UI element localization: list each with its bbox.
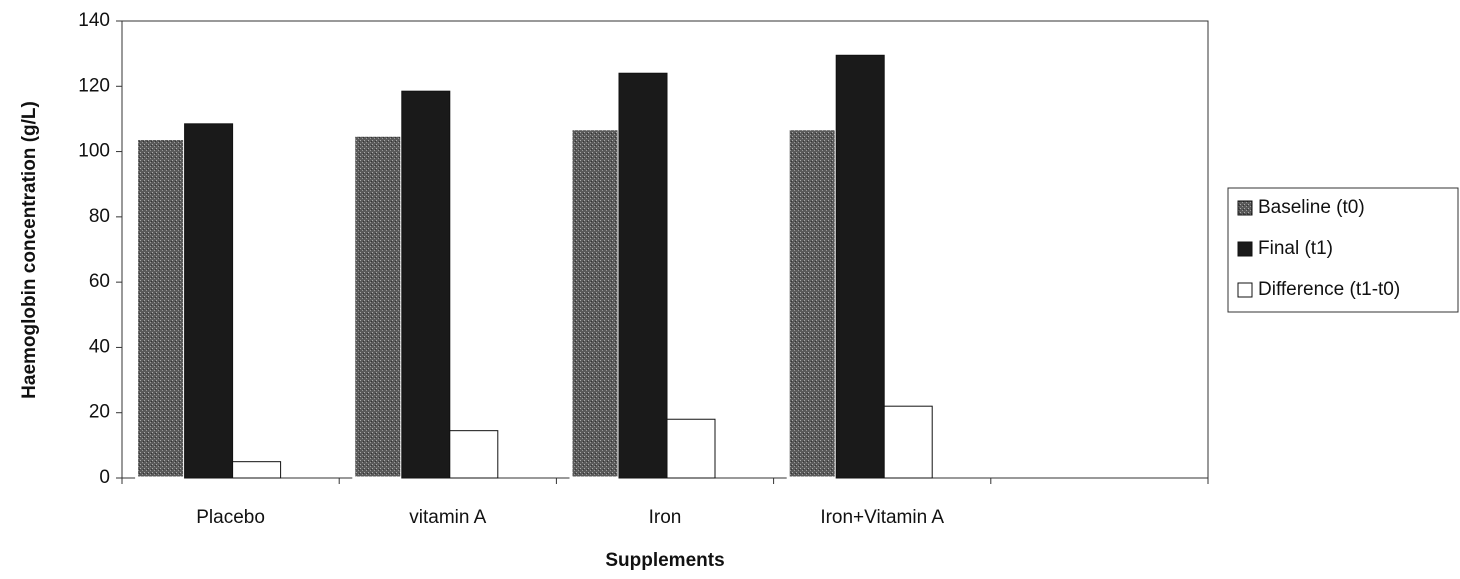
legend-swatch — [1237, 241, 1253, 257]
legend-label: Baseline (t0) — [1258, 197, 1365, 218]
bar — [883, 405, 933, 479]
y-axis-label: Haemoglobin concentration (g/L) — [19, 101, 40, 399]
x-tick-label: vitamin A — [409, 507, 486, 528]
bar — [786, 127, 838, 480]
legend-label: Final (t1) — [1258, 238, 1333, 259]
bar — [232, 461, 282, 479]
bar — [835, 54, 885, 479]
bar — [184, 123, 234, 479]
bar — [449, 430, 499, 479]
y-tick-label: 20 — [89, 402, 110, 423]
y-tick-label: 40 — [89, 336, 110, 357]
bar — [401, 90, 451, 479]
x-tick-label: Iron — [649, 507, 682, 528]
legend-box — [1227, 187, 1459, 313]
y-tick-label: 120 — [78, 75, 110, 96]
legend-swatch — [1237, 282, 1253, 298]
legend-label: Difference (t1-t0) — [1258, 279, 1400, 300]
legend-swatch — [1237, 200, 1253, 216]
bar — [352, 133, 404, 480]
y-tick-label: 140 — [78, 10, 110, 31]
x-tick-label: Placebo — [196, 507, 265, 528]
y-tick-label: 60 — [89, 271, 110, 292]
y-tick-label: 0 — [99, 467, 110, 488]
y-tick-label: 80 — [89, 206, 110, 227]
bar — [135, 137, 187, 480]
x-axis-label: Supplements — [605, 550, 724, 571]
bar — [618, 72, 668, 479]
y-tick-label: 100 — [78, 141, 110, 162]
bar — [666, 418, 716, 479]
x-tick-label: Iron+Vitamin A — [820, 507, 944, 528]
bar — [569, 127, 621, 480]
